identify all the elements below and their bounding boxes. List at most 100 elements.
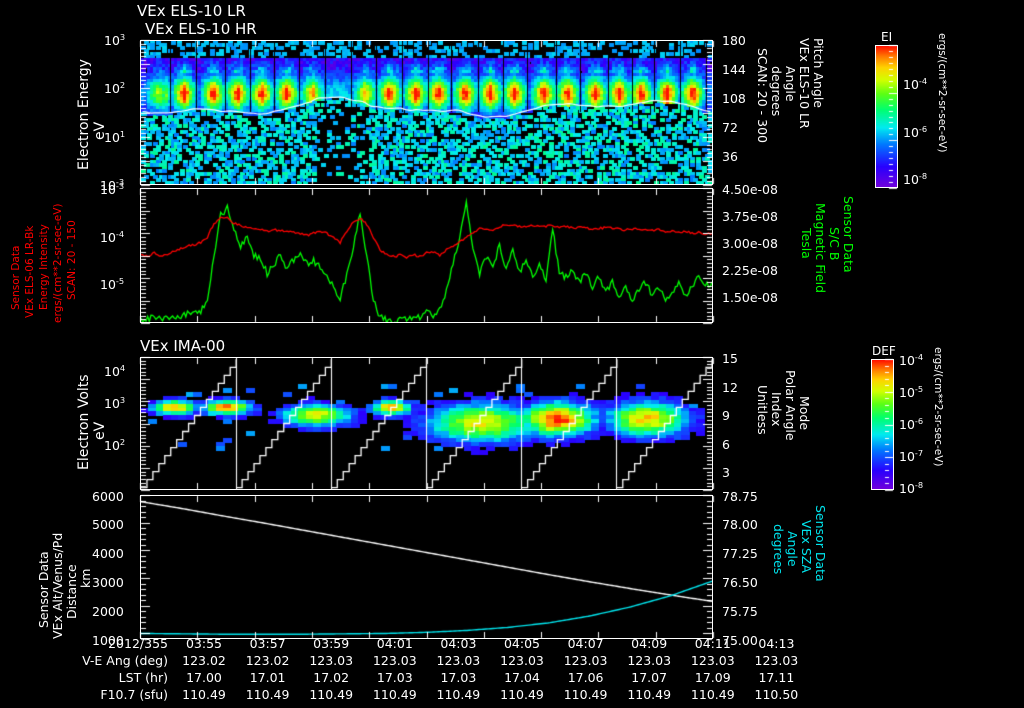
panel1-title-lr: VEx ELS-10 LR: [137, 2, 246, 20]
colorbar1-tick-1em4: 10-4: [903, 75, 928, 92]
panel4-left-label-2: VEx Alt/Venus/Pd: [50, 532, 65, 639]
table-cell-r2-c2: 17.02: [313, 670, 350, 685]
table-row-label-2: LST (hr): [118, 670, 168, 685]
panel1-right-label-4: degrees: [769, 66, 784, 117]
panel1-title-hr: VEx ELS-10 HR: [145, 20, 257, 38]
panel-altitude-sza[interactable]: [140, 495, 713, 639]
panel1-left-axis-label-1: Electron Energy: [76, 59, 92, 170]
panel2-left-label-2: VEx ELS-06 LR-Bk: [24, 225, 36, 318]
panel2-ytick-1em4: 10-4: [100, 228, 125, 245]
table-cell-r1-c2: 123.03: [309, 653, 354, 668]
panel2-rtick-1: 4.50e-08: [722, 182, 778, 197]
panel4-right-label-3: Angle: [785, 531, 800, 567]
panel1-right-label-2: VEx ELS-10 LR: [797, 38, 812, 129]
panel1-rtick-36: 36: [722, 149, 738, 164]
table-row-label-0: 2012/355: [108, 636, 168, 651]
panel3-rtick-12: 12: [722, 380, 738, 395]
panel1-rtick-72: 72: [722, 120, 738, 135]
colorbar-ei-canvas: [876, 46, 897, 187]
altitude-sza-canvas: [141, 496, 712, 638]
panel2-right-label-1: Sensor Data: [841, 196, 856, 273]
table-cell-r2-c7: 17.07: [631, 670, 668, 685]
panel4-rtick-2: 78.00: [722, 517, 758, 532]
panel3-rtick-6: 6: [722, 437, 730, 452]
panel2-ytick-1em5: 10-5: [100, 275, 125, 292]
table-cell-r0-c9: 04:13: [758, 636, 795, 651]
panel-magnetic-field[interactable]: [140, 188, 713, 323]
panel4-right-label-1: Sensor Data: [813, 505, 828, 582]
panel4-ytick-5000: 5000: [92, 517, 124, 532]
table-cell-r2-c1: 17.01: [249, 670, 286, 685]
panel2-rtick-5: 1.50e-08: [722, 290, 778, 305]
colorbar2-units: ergs/(cm**2-sr-sec-eV): [932, 347, 944, 467]
colorbar-ei[interactable]: [875, 45, 898, 188]
table-row-label-1: V-E Ang (deg): [82, 653, 168, 668]
magnetic-field-canvas: [141, 189, 712, 322]
table-cell-r0-c7: 04:09: [631, 636, 668, 651]
panel4-ytick-3000: 3000: [92, 575, 124, 590]
panel2-right-label-4: Tesla: [799, 228, 814, 259]
colorbar-def[interactable]: [871, 359, 894, 490]
panel3-right-label-3: Index: [769, 392, 784, 427]
colorbar1-tick-1em8: 10-8: [903, 170, 928, 187]
panel4-ytick-6000: 6000: [92, 489, 124, 504]
panel2-left-label-4: ergs/(cm**2-sr-sec-eV): [52, 203, 64, 323]
panel1-ytick-1e2: 102: [104, 79, 126, 96]
table-cell-r1-c6: 123.03: [563, 653, 608, 668]
panel3-left-label-1: Electron Volts: [76, 374, 92, 470]
panel3-right-label-4: Unitless: [755, 385, 770, 435]
ima-spectrogram-canvas: [141, 358, 712, 489]
table-cell-r3-c7: 110.49: [627, 687, 672, 702]
panel2-left-label-3: Energy Intensity: [38, 224, 50, 310]
panel1-right-label-1: Pitch Angle: [811, 38, 826, 108]
table-cell-r3-c4: 110.49: [436, 687, 481, 702]
colorbar-def-canvas: [872, 360, 893, 489]
panel4-left-label-1: Sensor Data: [36, 551, 51, 628]
table-cell-r2-c6: 17.06: [567, 670, 604, 685]
colorbar1-units: ergs/(cm**2-sr-sec-eV): [936, 33, 948, 153]
panel1-right-label-5: SCAN: 20 - 300: [755, 48, 770, 143]
panel2-ytick-1em3: 10-3: [100, 180, 125, 197]
panel3-ytick-1e2: 102: [104, 436, 126, 453]
panel4-rtick-5: 75.75: [722, 604, 758, 619]
table-cell-r2-c0: 17.00: [186, 670, 222, 685]
table-cell-r2-c9: 17.11: [758, 670, 795, 685]
table-cell-r1-c7: 123.03: [627, 653, 672, 668]
table-cell-r0-c5: 04:05: [503, 636, 541, 651]
table-cell-r0-c2: 03:59: [313, 636, 350, 651]
panel2-left-label-1: Sensor Data: [10, 245, 22, 310]
table-cell-r3-c6: 110.49: [563, 687, 608, 702]
panel4-left-label-4: km: [78, 568, 93, 588]
colorbar2-tick-1em5: 10-5: [899, 383, 924, 400]
panel1-rtick-108: 108: [722, 91, 746, 106]
panel4-right-label-4: degrees: [771, 524, 786, 575]
table-cell-r0-c1: 03:57: [249, 636, 286, 651]
panel4-left-label-3: Distance: [64, 564, 79, 619]
colorbar1-tick-1em6: 10-6: [903, 123, 928, 140]
panel4-ytick-4000: 4000: [92, 546, 124, 561]
panel2-right-label-3: Magnetic Field: [813, 203, 828, 294]
panel4-right-label-2: VEx SZA: [799, 520, 814, 573]
table-cell-r3-c2: 110.49: [309, 687, 354, 702]
panel-els-spectrogram[interactable]: [140, 40, 713, 185]
table-cell-r0-c3: 04:01: [376, 636, 413, 651]
panel2-left-label-5: SCAN: 20 - 150: [66, 220, 78, 300]
table-cell-r2-c5: 17.04: [504, 670, 540, 685]
colorbar1-title: EI: [881, 30, 893, 44]
panel2-right-label-2: S/C B: [827, 227, 842, 261]
panel4-rtick-3: 77.25: [722, 546, 758, 561]
table-cell-r3-c3: 110.49: [372, 687, 417, 702]
table-cell-r0-c8: 04:11: [694, 636, 731, 651]
panel2-rtick-3: 3.00e-08: [722, 236, 778, 251]
panel3-right-label-2: Polar Angle: [783, 370, 798, 441]
panel1-ytick-1e1: 101: [104, 128, 126, 145]
table-cell-r0-c6: 04:07: [567, 636, 604, 651]
panel-ima-spectrogram[interactable]: [140, 357, 713, 490]
table-cell-r1-c0: 123.02: [182, 653, 226, 668]
table-cell-r0-c4: 04:03: [440, 636, 477, 651]
panel4-ytick-2000: 2000: [92, 604, 124, 619]
panel1-rtick-180: 180: [722, 33, 746, 48]
colorbar2-tick-1em6: 10-6: [899, 415, 924, 432]
table-cell-r1-c8: 123.03: [690, 653, 735, 668]
